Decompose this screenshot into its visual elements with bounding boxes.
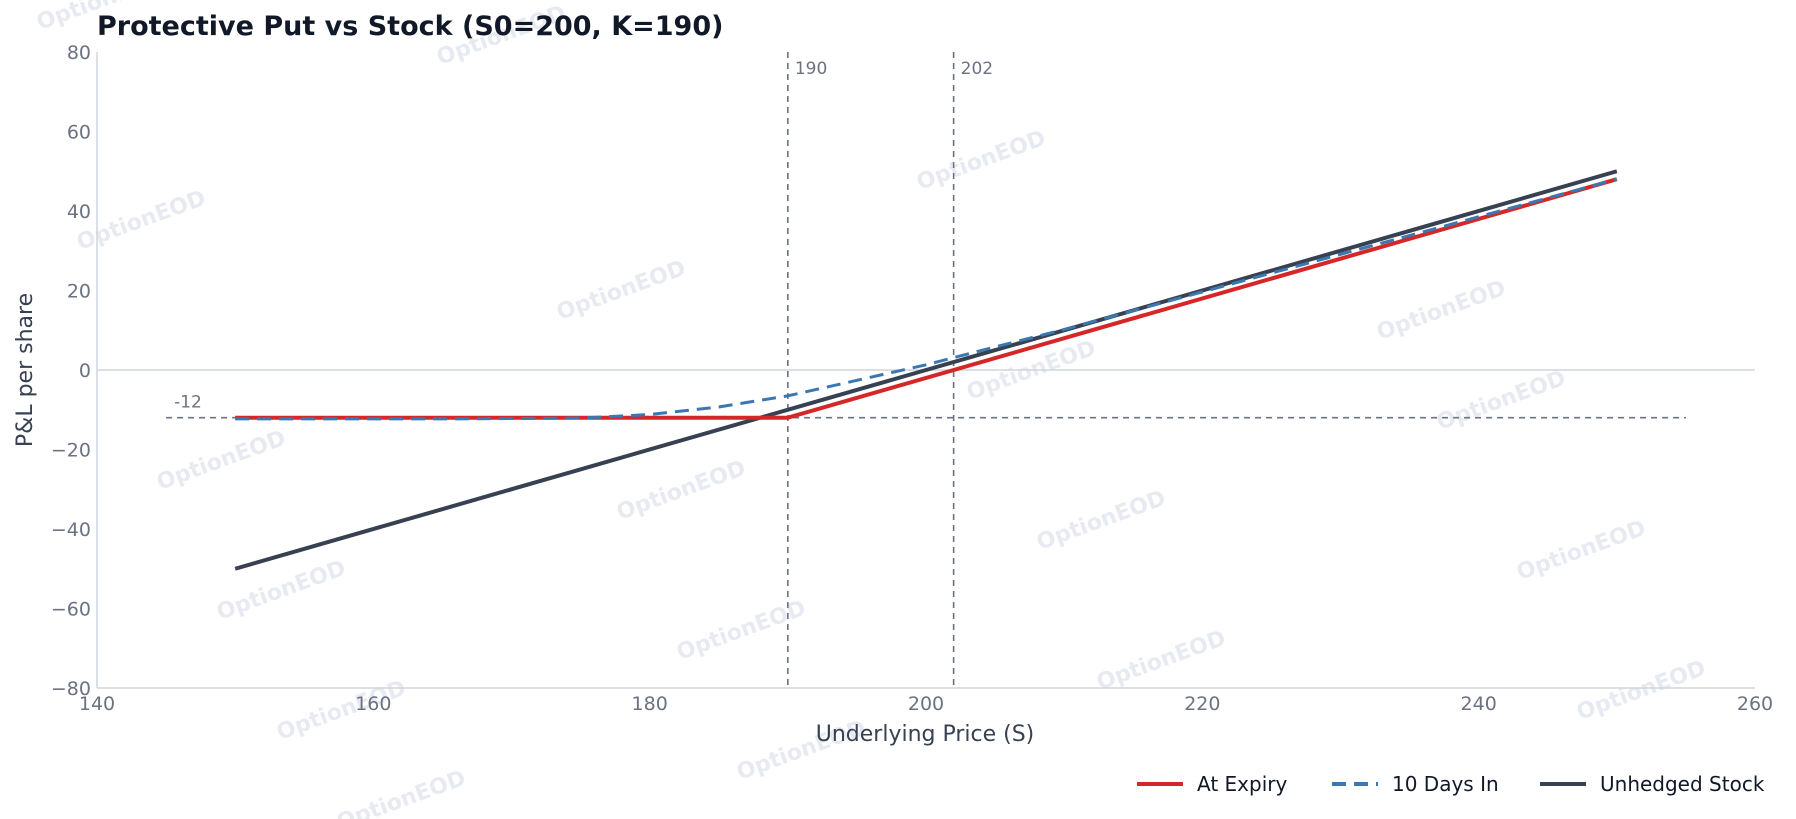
reference-line-label: 202 <box>961 59 993 79</box>
series-line-10-days-in <box>235 177 1618 421</box>
y-tick-label: −80 <box>51 678 91 700</box>
x-tick-label: 180 <box>632 693 668 715</box>
watermark-text: OptionEOD <box>554 256 690 326</box>
y-tick-label: −40 <box>51 519 91 541</box>
legend-item: Unhedged Stock <box>1540 772 1765 796</box>
watermark: OptionEOD <box>914 126 1050 196</box>
y-tick-label: 0 <box>79 360 91 382</box>
series-lines <box>234 169 1618 571</box>
watermark-text: OptionEOD <box>1434 366 1570 436</box>
watermark-layer: OptionEOD OptionEOD OptionEOD OptionEOD Opti… <box>34 0 1710 819</box>
y-tick-label: 20 <box>67 281 91 303</box>
watermark-text: OptionEOD <box>1094 626 1230 696</box>
y-tick-label: −60 <box>51 599 91 621</box>
reference-line-label: 190 <box>795 59 827 79</box>
y-tick-label: −20 <box>51 440 91 462</box>
watermark-text: OptionEOD <box>1374 276 1510 346</box>
x-axis-label: Underlying Price (S) <box>816 722 1035 747</box>
x-tick-label: 200 <box>908 693 944 715</box>
x-tick-labels: 140 160 180 200 220 240 260 <box>79 693 1773 715</box>
y-tick-label: 60 <box>67 122 91 144</box>
series-line-at-expiry <box>235 177 1618 420</box>
chart-title: Protective Put vs Stock (S0=200, K=190) <box>97 11 723 42</box>
watermark: OptionEOD <box>1574 656 1710 726</box>
reference-line-label: -12 <box>174 393 202 413</box>
watermark-text: OptionEOD <box>334 766 470 819</box>
watermark: OptionEOD <box>154 426 290 496</box>
watermark-text: OptionEOD <box>74 186 210 256</box>
watermark: OptionEOD <box>1514 516 1650 586</box>
legend: At Expiry 10 Days In Unhedged Stock <box>1137 772 1765 796</box>
x-tick-label: 240 <box>1461 693 1497 715</box>
y-tick-label: 40 <box>67 201 91 223</box>
y-tick-labels: −80 −60 −40 −20 0 20 40 60 80 <box>51 42 91 700</box>
watermark-text: OptionEOD <box>154 426 290 496</box>
watermark: OptionEOD <box>334 766 470 819</box>
x-tick-label: 220 <box>1184 693 1220 715</box>
watermark-text: OptionEOD <box>614 456 750 526</box>
x-tick-label: 260 <box>1737 693 1773 715</box>
y-tick-label: 80 <box>67 42 91 64</box>
watermark: OptionEOD <box>614 456 750 526</box>
watermark: OptionEOD <box>214 556 350 626</box>
watermark: OptionEOD <box>554 256 690 326</box>
legend-label: At Expiry <box>1197 772 1287 796</box>
watermark: OptionEOD <box>1434 366 1570 436</box>
legend-item: At Expiry <box>1137 772 1287 796</box>
watermark-text: OptionEOD <box>1034 486 1170 556</box>
y-axis-label: P&L per share <box>13 293 38 447</box>
watermark: OptionEOD <box>74 186 210 256</box>
watermark: OptionEOD <box>674 596 810 666</box>
watermark-text: OptionEOD <box>674 596 810 666</box>
watermark: OptionEOD <box>1034 486 1170 556</box>
legend-label: 10 Days In <box>1392 772 1499 796</box>
x-tick-label: 140 <box>79 693 115 715</box>
watermark-text: OptionEOD <box>914 126 1050 196</box>
x-tick-label: 160 <box>355 693 391 715</box>
watermark: OptionEOD <box>1094 626 1230 696</box>
watermark-text: OptionEOD <box>1514 516 1650 586</box>
watermark-text: OptionEOD <box>1574 656 1710 726</box>
watermark: OptionEOD <box>1374 276 1510 346</box>
legend-label: Unhedged Stock <box>1600 772 1765 796</box>
legend-item: 10 Days In <box>1332 772 1499 796</box>
watermark-text: OptionEOD <box>214 556 350 626</box>
series-line-unhedged-stock <box>234 169 1618 571</box>
